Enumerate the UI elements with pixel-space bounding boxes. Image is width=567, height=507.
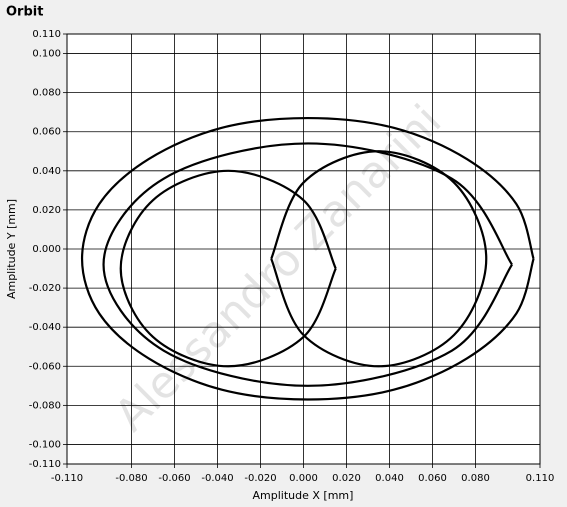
x-tick-label: 0.110 bbox=[526, 473, 555, 484]
orbit-line bbox=[80, 116, 535, 401]
x-tick-label: 0.080 bbox=[461, 473, 490, 484]
x-tick-label: 0.000 bbox=[289, 473, 318, 484]
y-tick-label: 0.040 bbox=[32, 166, 61, 177]
x-tick-label: -0.110 bbox=[51, 473, 83, 484]
y-tick-label: -0.020 bbox=[29, 283, 61, 294]
y-tick-label: 0.000 bbox=[32, 244, 61, 255]
x-tick-label: -0.020 bbox=[244, 473, 276, 484]
x-tick-label: 0.060 bbox=[418, 473, 447, 484]
x-tick-label: -0.060 bbox=[158, 473, 190, 484]
y-tick-label: -0.110 bbox=[29, 459, 61, 470]
y-tick-label: 0.110 bbox=[32, 29, 61, 40]
orbit-line bbox=[119, 169, 337, 368]
x-tick-label: -0.080 bbox=[115, 473, 147, 484]
y-tick-label: -0.080 bbox=[29, 400, 61, 411]
y-tick-label: 0.100 bbox=[32, 49, 61, 60]
chart-title: Orbit bbox=[6, 5, 43, 20]
x-tick-label: -0.040 bbox=[201, 473, 233, 484]
x-tick-label: 0.040 bbox=[375, 473, 404, 484]
y-tick-label: -0.100 bbox=[29, 439, 61, 450]
y-tick-label: -0.040 bbox=[29, 322, 61, 333]
orbit-line bbox=[102, 142, 513, 387]
y-tick-label: 0.080 bbox=[32, 88, 61, 99]
x-axis-label: Amplitude X [mm] bbox=[253, 489, 354, 502]
y-tick-label: 0.020 bbox=[32, 205, 61, 216]
orbit-line bbox=[270, 150, 488, 368]
y-axis-label: Amplitude Y [mm] bbox=[5, 199, 18, 299]
x-tick-label: 0.020 bbox=[332, 473, 361, 484]
y-tick-label: -0.060 bbox=[29, 361, 61, 372]
y-tick-label: 0.060 bbox=[32, 127, 61, 138]
